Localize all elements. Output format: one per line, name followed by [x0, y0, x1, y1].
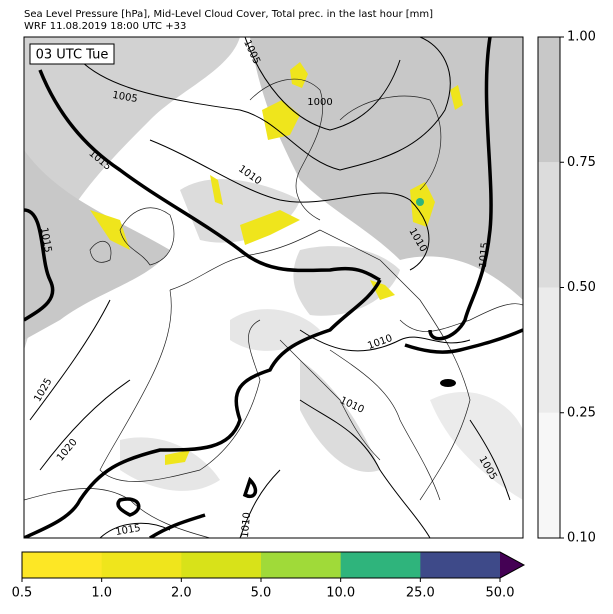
isobar-label: 1015 [38, 227, 53, 254]
cloud-tick-label: 1.00 [567, 30, 596, 45]
cloud-band [538, 162, 560, 288]
isobar-label: 1015 [478, 242, 491, 268]
isobar-label: 1015 [115, 523, 142, 538]
precip-frame [21, 551, 526, 579]
title: Sea Level Pressure [hPa], Mid-Level Clou… [24, 9, 433, 20]
isobars-1015 [24, 37, 523, 538]
precip-band [22, 552, 103, 578]
precip-extend [500, 552, 524, 578]
precip-tick-label: 5.0 [251, 586, 272, 601]
cloud-band [538, 37, 560, 163]
isobar-label: 1010 [240, 512, 253, 538]
time-box-frame [29, 43, 115, 65]
high-spot [440, 379, 456, 387]
precip-areas [90, 62, 463, 465]
isobars [29, 37, 511, 538]
coastlines [24, 78, 523, 538]
cloud-tick-label: 0.10 [567, 531, 596, 546]
precip-band [261, 552, 342, 578]
precip-band [420, 552, 501, 578]
cloud-tick-label: 0.75 [567, 155, 596, 170]
precip-band [181, 552, 262, 578]
cloud-band [538, 412, 560, 538]
time-box: 03 UTC Tue [29, 43, 115, 65]
precip-band [340, 552, 421, 578]
precip-tick-label: 1.0 [91, 586, 112, 601]
cloud-tick-label: 0.25 [567, 405, 596, 420]
cloud-band [538, 287, 560, 413]
precip-tick-label: 50.0 [486, 586, 515, 601]
cloud-tick-label: 0.50 [567, 280, 596, 295]
map [24, 37, 523, 538]
isobar-label: 1005 [111, 90, 138, 105]
precip-tick-label: 2.0 [171, 586, 192, 601]
subtitle: WRF 11.08.2019 18:00 UTC +33 [24, 21, 186, 32]
precip-tick-label: 10.0 [326, 586, 355, 601]
precip-band [101, 552, 182, 578]
map-frame [23, 36, 524, 539]
precip-tick-label: 0.5 [12, 586, 33, 601]
precip-tick-label: 25.0 [406, 586, 435, 601]
time-label: 03 UTC Tue [36, 48, 109, 63]
isobar-label: 1000 [307, 97, 332, 108]
